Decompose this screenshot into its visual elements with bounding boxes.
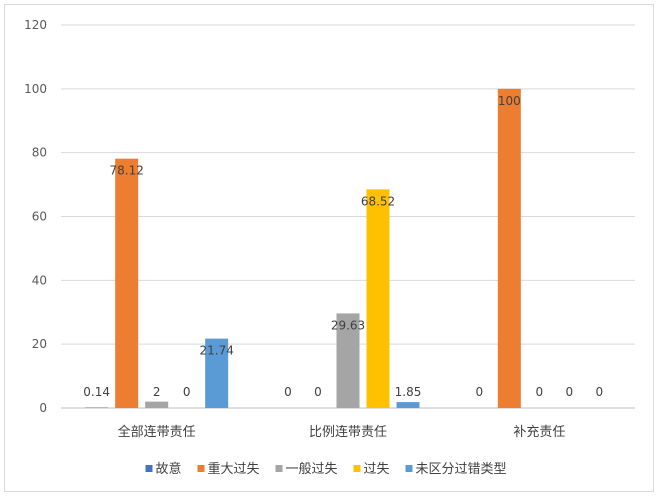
legend-swatch <box>354 465 361 472</box>
legend-item: 未区分过错类型 <box>406 462 507 477</box>
legend-item: 一般过失 <box>276 461 338 477</box>
x-category-label: 补充责任 <box>513 424 565 440</box>
x-axis-categories: 全部连带责任 比例连带责任 补充责任 <box>118 424 566 440</box>
data-label: 2 <box>153 385 161 399</box>
legend-label: 故意 <box>156 461 182 477</box>
data-label: 29.63 <box>331 318 365 332</box>
data-label: 100 <box>498 94 521 108</box>
legend-swatch <box>146 465 153 472</box>
bar-未区分过错类型-比例连带责任 <box>397 402 420 408</box>
y-tick-label: 80 <box>32 146 47 160</box>
data-label: 68.52 <box>361 194 395 208</box>
bars <box>85 89 521 408</box>
legend: 故意 重大过失 一般过失 过失 未区分过错类型 <box>146 461 507 477</box>
y-tick-label: 100 <box>24 82 47 96</box>
data-label: 1.85 <box>395 385 422 399</box>
bar-过失-比例连带责任 <box>367 189 390 408</box>
data-label: 0 <box>314 385 322 399</box>
data-label: 0.14 <box>83 385 110 399</box>
legend-label: 未区分过错类型 <box>416 462 507 477</box>
data-label: 21.74 <box>199 344 233 358</box>
legend-item: 过失 <box>354 462 390 477</box>
x-category-label: 全部连带责任 <box>118 424 196 440</box>
legend-swatch <box>198 465 205 472</box>
legend-item: 故意 <box>146 461 182 477</box>
data-label: 0 <box>596 385 604 399</box>
data-label: 78.12 <box>109 164 143 178</box>
bar-重大过失-补充责任 <box>498 89 521 408</box>
legend-label: 一般过失 <box>286 461 338 477</box>
y-tick-label: 120 <box>24 18 47 32</box>
bar-重大过失-全部连带责任 <box>115 159 138 408</box>
x-category-label: 比例连带责任 <box>309 424 387 440</box>
bar-一般过失-全部连带责任 <box>145 402 168 408</box>
legend-swatch <box>406 465 413 472</box>
legend-label: 过失 <box>364 462 390 477</box>
y-axis-ticks: 0 20 40 60 80 100 120 <box>24 18 47 415</box>
legend-swatch <box>276 465 283 472</box>
y-tick-label: 40 <box>32 273 47 287</box>
y-tick-label: 20 <box>32 337 47 351</box>
legend-label: 重大过失 <box>208 461 260 477</box>
data-label: 0 <box>183 385 191 399</box>
data-label: 0 <box>536 385 544 399</box>
y-tick-label: 60 <box>32 210 47 224</box>
y-tick-label: 0 <box>39 401 47 415</box>
data-label: 0 <box>476 385 484 399</box>
data-label: 0 <box>566 385 574 399</box>
data-label: 0 <box>284 385 292 399</box>
legend-item: 重大过失 <box>198 461 260 477</box>
